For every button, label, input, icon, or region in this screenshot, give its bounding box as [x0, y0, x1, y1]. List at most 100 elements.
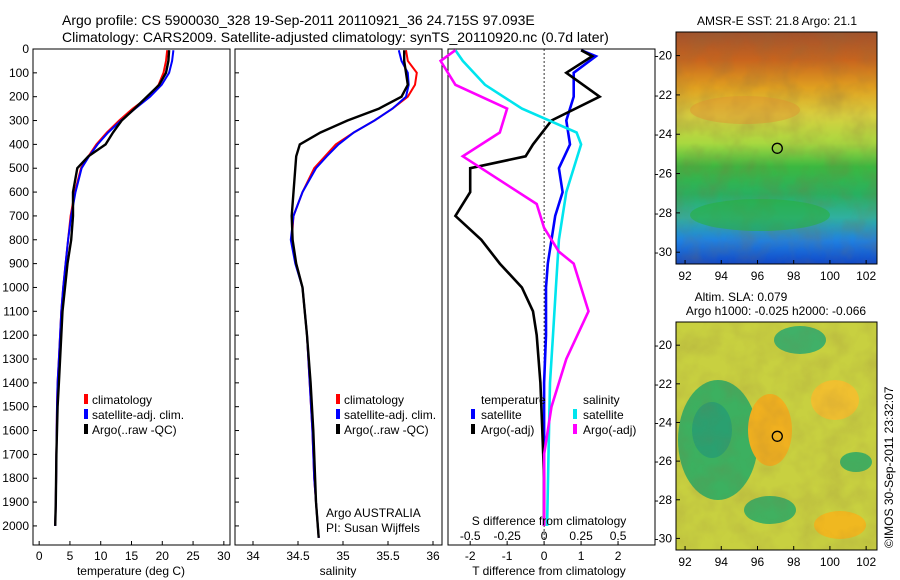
sla-texture: [676, 322, 877, 550]
legend-swatch-satellite: [336, 409, 340, 419]
legend-swatch-temperature-argo: [471, 424, 475, 434]
legend-label-temperature-satellite: satellite: [481, 408, 522, 422]
depth-tick-label: 1600: [2, 424, 29, 438]
temperature-tick-label: 0: [36, 549, 43, 563]
salinity-difference-ticks: -0.5 -0.25 0 0.25 0.5: [460, 529, 627, 543]
legend-label-temperature-argo: Argo(-adj): [481, 423, 534, 437]
temperature-tick-label: 10: [94, 549, 108, 563]
difference-axes: [447, 48, 656, 546]
legend-swatch-temperature-satellite: [471, 409, 475, 419]
lon-tick-label: 96: [751, 269, 765, 283]
lat-tick-label: -26: [655, 454, 673, 468]
argo-agency-label: Argo AUSTRALIA: [326, 506, 421, 520]
profile-line-climatology: [290, 50, 418, 538]
legend-label-argo: Argo(..raw -QC): [344, 423, 429, 437]
salinity-x-label: salinity: [320, 564, 357, 578]
temperature-tick-labels: 0 5 10 15 20 25 30: [36, 541, 231, 563]
sst-map-title: AMSR-E SST: 21.8 Argo: 21.1: [697, 14, 857, 28]
salinity-tick-labels: 34 34.5 35 35.5 36: [235, 48, 440, 563]
lon-tick-label: 92: [678, 269, 692, 283]
legend-label-argo: Argo(..raw -QC): [92, 423, 177, 437]
temperature-tick-label: 20: [156, 549, 170, 563]
difference-line-salinity-argo-adj-: [438, 49, 590, 526]
lon-tick-label: 94: [715, 555, 729, 569]
lat-tick-label: -24: [655, 127, 673, 141]
depth-tick-label: 2000: [2, 519, 29, 533]
depth-tick-label: 1800: [2, 471, 29, 485]
lat-tick-label: -28: [655, 493, 673, 507]
lon-tick-label: 100: [820, 269, 840, 283]
lon-tick-label: 102: [856, 555, 876, 569]
depth-tick-labels: 0 100 200 300 400 500 600 700 800 900 1000 1100 1200…: [2, 42, 37, 533]
difference-legend: temperature salinity satellite Argo(-adj…: [471, 393, 636, 437]
lon-tick-label: 98: [787, 555, 801, 569]
legend-label-salinity-argo: Argo(-adj): [583, 423, 636, 437]
depth-tick-label: 1300: [2, 352, 29, 366]
lon-tick-label: 94: [715, 269, 729, 283]
salinity-difference-label: S difference from climatology: [472, 514, 627, 528]
lat-tick-label: -28: [655, 206, 673, 220]
legend-label-salinity-satellite: satellite: [583, 408, 624, 422]
profile-line-argo-raw-qc-: [54, 50, 171, 526]
lon-tick-label: 102: [856, 269, 876, 283]
lat-tick-label: -24: [655, 415, 673, 429]
profile-line-satellite-adj-clim-: [54, 50, 175, 526]
salinity-axes: [234, 48, 443, 546]
imos-timestamp: ©IMOS 30-Sep-2011 23:32:07: [882, 386, 896, 548]
depth-tick-label: 300: [9, 114, 29, 128]
t-difference-tick-label: -2: [465, 549, 476, 563]
depth-tick-label: 1200: [2, 328, 29, 342]
s-difference-tick-label: -0.25: [493, 529, 521, 543]
temperature-profiles: [54, 50, 175, 526]
legend-swatch-salinity-satellite: [573, 409, 577, 419]
temperature-difference-label: T difference from climatology: [472, 564, 626, 578]
legend-swatch-salinity-argo: [573, 424, 577, 434]
depth-tick-label: 1700: [2, 447, 29, 461]
salinity-tick-label: 36: [426, 549, 440, 563]
header-line-2: Climatology: CARS2009. Satellite-adjuste…: [62, 29, 609, 45]
legend-header-salinity: salinity: [583, 393, 620, 407]
temperature-tick-label: 5: [67, 549, 74, 563]
profile-line-satellite-adj-clim-: [289, 49, 410, 538]
sla-map-subtitle: Argo h1000: -0.025 h2000: -0.066: [686, 304, 866, 318]
argo-location-marker: [771, 430, 783, 442]
legend-label-satellite: satellite-adj. clim.: [92, 408, 184, 422]
salinity-tick-label: 34: [246, 549, 260, 563]
temperature-legend: climatology satellite-adj. clim. Argo(..…: [84, 393, 184, 437]
sla-map-panel: Altim. SLA: 0.079 Argo h1000: -0.025 h20…: [655, 290, 878, 569]
s-difference-tick-label: -0.5: [460, 529, 481, 543]
legend-swatch-climatology: [84, 394, 88, 404]
salinity-legend: climatology satellite-adj. clim. Argo(..…: [336, 393, 436, 437]
depth-tick-label: 0: [22, 42, 29, 56]
legend-label-climatology: climatology: [344, 393, 404, 407]
salinity-tick-label: 34.5: [286, 549, 310, 563]
legend-label-satellite: satellite-adj. clim.: [344, 408, 436, 422]
sst-map-axes: [675, 31, 878, 265]
depth-tick-label: 1900: [2, 495, 29, 509]
header-line-1: Argo profile: CS 5900030_328 19-Sep-2011…: [62, 12, 535, 28]
salinity-profiles: [289, 49, 418, 538]
salinity-tick-label: 35.5: [376, 549, 400, 563]
t-difference-tick-label: 2: [615, 549, 622, 563]
sst-warm-patch: [690, 96, 800, 124]
sla-map-tick-labels: 92 94 96 98 100 102 -20 -22 -24 -26 -28 -30: [655, 338, 877, 569]
depth-tick-label: 800: [9, 233, 29, 247]
s-difference-tick-label: 0.25: [569, 529, 593, 543]
depth-tick-label: 700: [9, 209, 29, 223]
legend-label-climatology: climatology: [92, 393, 152, 407]
legend-swatch-argo: [336, 424, 340, 434]
lat-tick-label: -22: [655, 377, 673, 391]
s-difference-tick-label: 0.5: [610, 529, 627, 543]
depth-tick-label: 1400: [2, 376, 29, 390]
sla-map-axes: [675, 321, 878, 551]
temperature-tick-label: 30: [217, 549, 231, 563]
difference-tick-labels: -2 -1 0 1 2: [465, 541, 622, 563]
lat-tick-label: -22: [655, 88, 673, 102]
s-difference-tick-label: 0: [541, 529, 548, 543]
legend-swatch-argo: [84, 424, 88, 434]
argo-pi-label: PI: Susan Wijffels: [326, 521, 420, 535]
t-difference-tick-label: -1: [502, 549, 513, 563]
depth-tick-label: 400: [9, 137, 29, 151]
lon-tick-label: 92: [678, 555, 692, 569]
